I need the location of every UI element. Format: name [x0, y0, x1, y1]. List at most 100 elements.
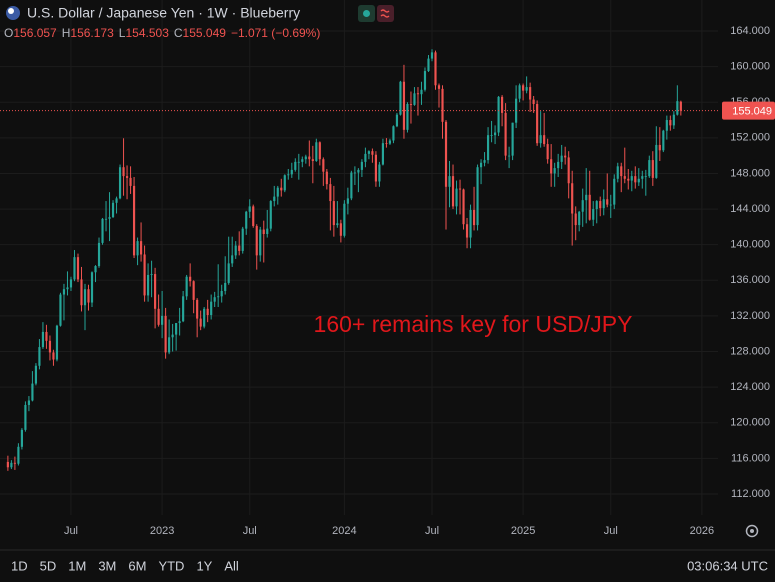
candle-body [17, 446, 20, 464]
last-price-tag [722, 101, 775, 120]
delay-badge[interactable] [377, 5, 394, 22]
candle-body [104, 218, 108, 220]
candle-body [129, 177, 132, 186]
candle-body [217, 296, 220, 298]
legend-label: H [62, 26, 71, 40]
candle-body [630, 176, 633, 181]
candle-body [287, 174, 290, 176]
candle-body [409, 103, 413, 105]
candle-body [437, 85, 441, 89]
candle-body [501, 96, 504, 113]
candle-body [154, 274, 157, 309]
candle-body [641, 176, 644, 179]
candle-body [483, 160, 486, 163]
candle-body [458, 188, 462, 190]
candle-body [388, 140, 392, 144]
candle-body [38, 347, 41, 366]
candle-body [672, 114, 675, 126]
candle-body [189, 276, 192, 282]
candle-body [27, 400, 31, 405]
candle-body [564, 155, 567, 158]
candle-body [196, 299, 199, 319]
candle-body [567, 157, 570, 184]
candle-body [290, 169, 293, 175]
candle-body [665, 120, 668, 131]
range-button[interactable]: 1Y [196, 558, 212, 573]
candle-body [350, 172, 353, 199]
candle-body [20, 429, 23, 447]
candle-body [637, 178, 640, 183]
candle-body [679, 101, 682, 111]
y-tick-label: 152.000 [730, 132, 770, 144]
settings-gear-center [750, 529, 754, 533]
candle-body [553, 168, 556, 174]
candle-body [451, 176, 455, 207]
candle-body [336, 223, 339, 226]
y-tick-label: 120.000 [730, 417, 770, 429]
candle-body [171, 334, 174, 338]
candle-body [434, 52, 437, 86]
candle-body [136, 241, 139, 256]
range-button[interactable]: 1D [11, 558, 28, 573]
candle-body [543, 135, 546, 145]
candle-body [55, 325, 59, 360]
candle-body [34, 365, 38, 384]
candles [6, 49, 682, 471]
candle-body [301, 159, 304, 162]
candle-body [550, 159, 553, 174]
candle-body [423, 71, 427, 90]
candle-body [311, 159, 314, 161]
candle-body [578, 211, 581, 226]
candle-body [199, 318, 202, 327]
legend-label: C [174, 26, 183, 40]
candle-body [444, 121, 448, 187]
candle-body [476, 167, 479, 226]
candle-body [146, 274, 150, 296]
range-button[interactable]: 6M [128, 558, 146, 573]
candle-body [94, 266, 97, 273]
candle-body [69, 279, 73, 288]
candle-body [493, 132, 497, 136]
legend-label: L [119, 26, 126, 40]
clock: 03:06:34 UTC [687, 558, 768, 573]
range-button[interactable]: 5D [40, 558, 57, 573]
candle-body [322, 159, 325, 172]
candle-body [132, 185, 136, 256]
candle-body [90, 272, 94, 303]
y-tick-label: 144.000 [730, 203, 770, 215]
candle-body [143, 254, 146, 296]
candle-body [472, 209, 476, 226]
candle-body [259, 229, 262, 256]
candle-body [378, 164, 381, 182]
candle-body [441, 88, 444, 122]
range-button[interactable]: YTD [158, 558, 184, 573]
candle-body [588, 194, 591, 220]
candle-body [381, 143, 385, 165]
candle-body [357, 169, 360, 173]
symbol-title: U.S. Dollar / Japanese Yen · 1W · Bluebe… [27, 5, 300, 21]
candle-body [276, 187, 279, 197]
range-button[interactable]: All [224, 558, 239, 573]
candle-body [346, 198, 349, 204]
candle-body [266, 228, 269, 234]
candle-body [676, 101, 679, 115]
candle-body [511, 122, 514, 156]
candle-body [73, 257, 76, 280]
candle-body [6, 461, 9, 468]
candle-body [41, 331, 45, 348]
range-button[interactable]: 1M [68, 558, 86, 573]
candle-body [532, 99, 535, 104]
candle-body [497, 96, 500, 133]
candle-body [669, 120, 672, 126]
candle-body [623, 176, 626, 179]
range-button[interactable]: 3M [98, 558, 116, 573]
candle-body [48, 340, 52, 353]
settings-icon[interactable] [745, 524, 759, 538]
candle-body [371, 151, 374, 155]
candle-body [255, 225, 258, 256]
candle-body [360, 161, 363, 170]
candle-body [522, 85, 525, 91]
y-tick-label: 136.000 [730, 274, 770, 286]
